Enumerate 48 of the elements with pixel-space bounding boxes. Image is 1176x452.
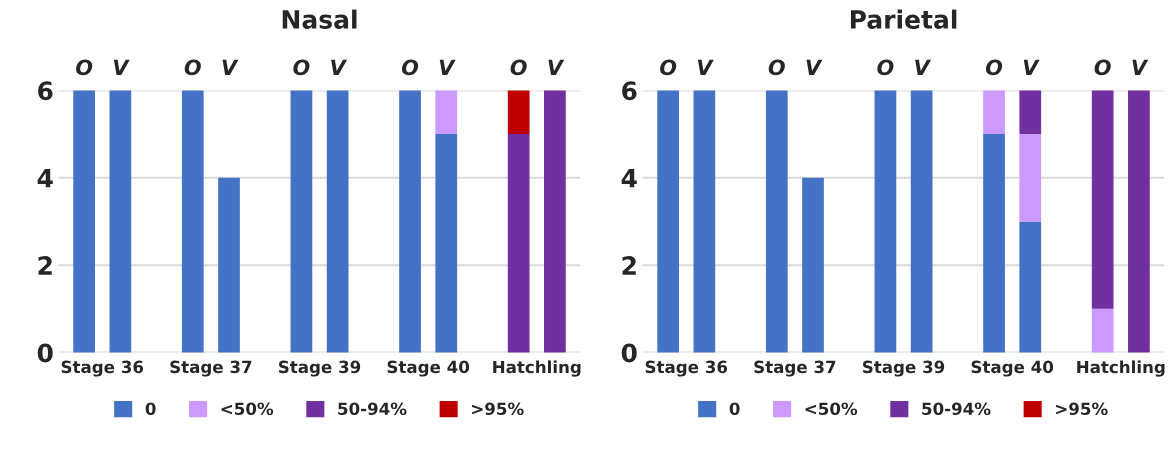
chart-title: Nasal	[282, 9, 357, 29]
x-tick-label: V	[697, 59, 714, 75]
x-tick-label: O	[985, 59, 1003, 76]
text: Stage 36	[645, 360, 728, 377]
x-tick-label: O	[660, 59, 677, 76]
y-tick-label: 2	[38, 256, 52, 275]
text: Stage 39	[863, 360, 945, 377]
x-tick-label: V	[331, 59, 348, 75]
x-tick-label: O	[293, 59, 310, 76]
legend-label: 0	[145, 402, 156, 416]
x-tick-label: V	[1023, 59, 1040, 75]
legend-label: >95%	[472, 402, 524, 416]
text: Hatchling	[1077, 360, 1165, 377]
x-tick-label: V	[915, 59, 932, 75]
legend-label: 50-94%	[922, 402, 991, 416]
legend-label: 0	[729, 402, 740, 416]
y-tick-label: 0	[37, 343, 53, 363]
x-tick-label: O	[877, 59, 894, 76]
x-tick-label: V	[113, 59, 130, 75]
chart-title: Parietal	[850, 9, 957, 29]
legend-label: <50%	[805, 402, 858, 416]
x-tick-label: V	[1132, 59, 1149, 75]
x-tick-label: O	[76, 59, 93, 76]
y-tick-label: 4	[621, 169, 637, 188]
text: Stage 39	[278, 360, 361, 377]
x-tick-label: V	[806, 59, 823, 75]
text: Stage 36	[61, 360, 144, 377]
x-tick-label: V	[439, 59, 456, 75]
y-tick-label: 2	[622, 256, 636, 275]
text: Stage 40	[971, 360, 1054, 377]
text: Hatchling	[493, 360, 581, 377]
text: Stage 37	[170, 360, 252, 377]
x-tick-label: V	[548, 59, 565, 75]
text: Stage 40	[387, 360, 470, 377]
y-tick-label: 0	[621, 343, 637, 363]
x-tick-label: O	[768, 59, 785, 76]
y-tick-label: 6	[622, 81, 637, 101]
x-tick-label: O	[510, 59, 527, 76]
x-tick-label: O	[401, 59, 419, 76]
y-tick-label: 4	[37, 169, 53, 188]
legend-label: <50%	[221, 402, 274, 416]
y-tick-label: 6	[38, 81, 53, 101]
text: Stage 37	[754, 360, 836, 377]
x-tick-label: O	[184, 59, 201, 76]
legend-label: 50-94%	[338, 402, 407, 416]
x-tick-label: O	[1094, 59, 1111, 76]
legend-label: >95%	[1056, 402, 1108, 416]
x-tick-label: V	[222, 59, 239, 75]
